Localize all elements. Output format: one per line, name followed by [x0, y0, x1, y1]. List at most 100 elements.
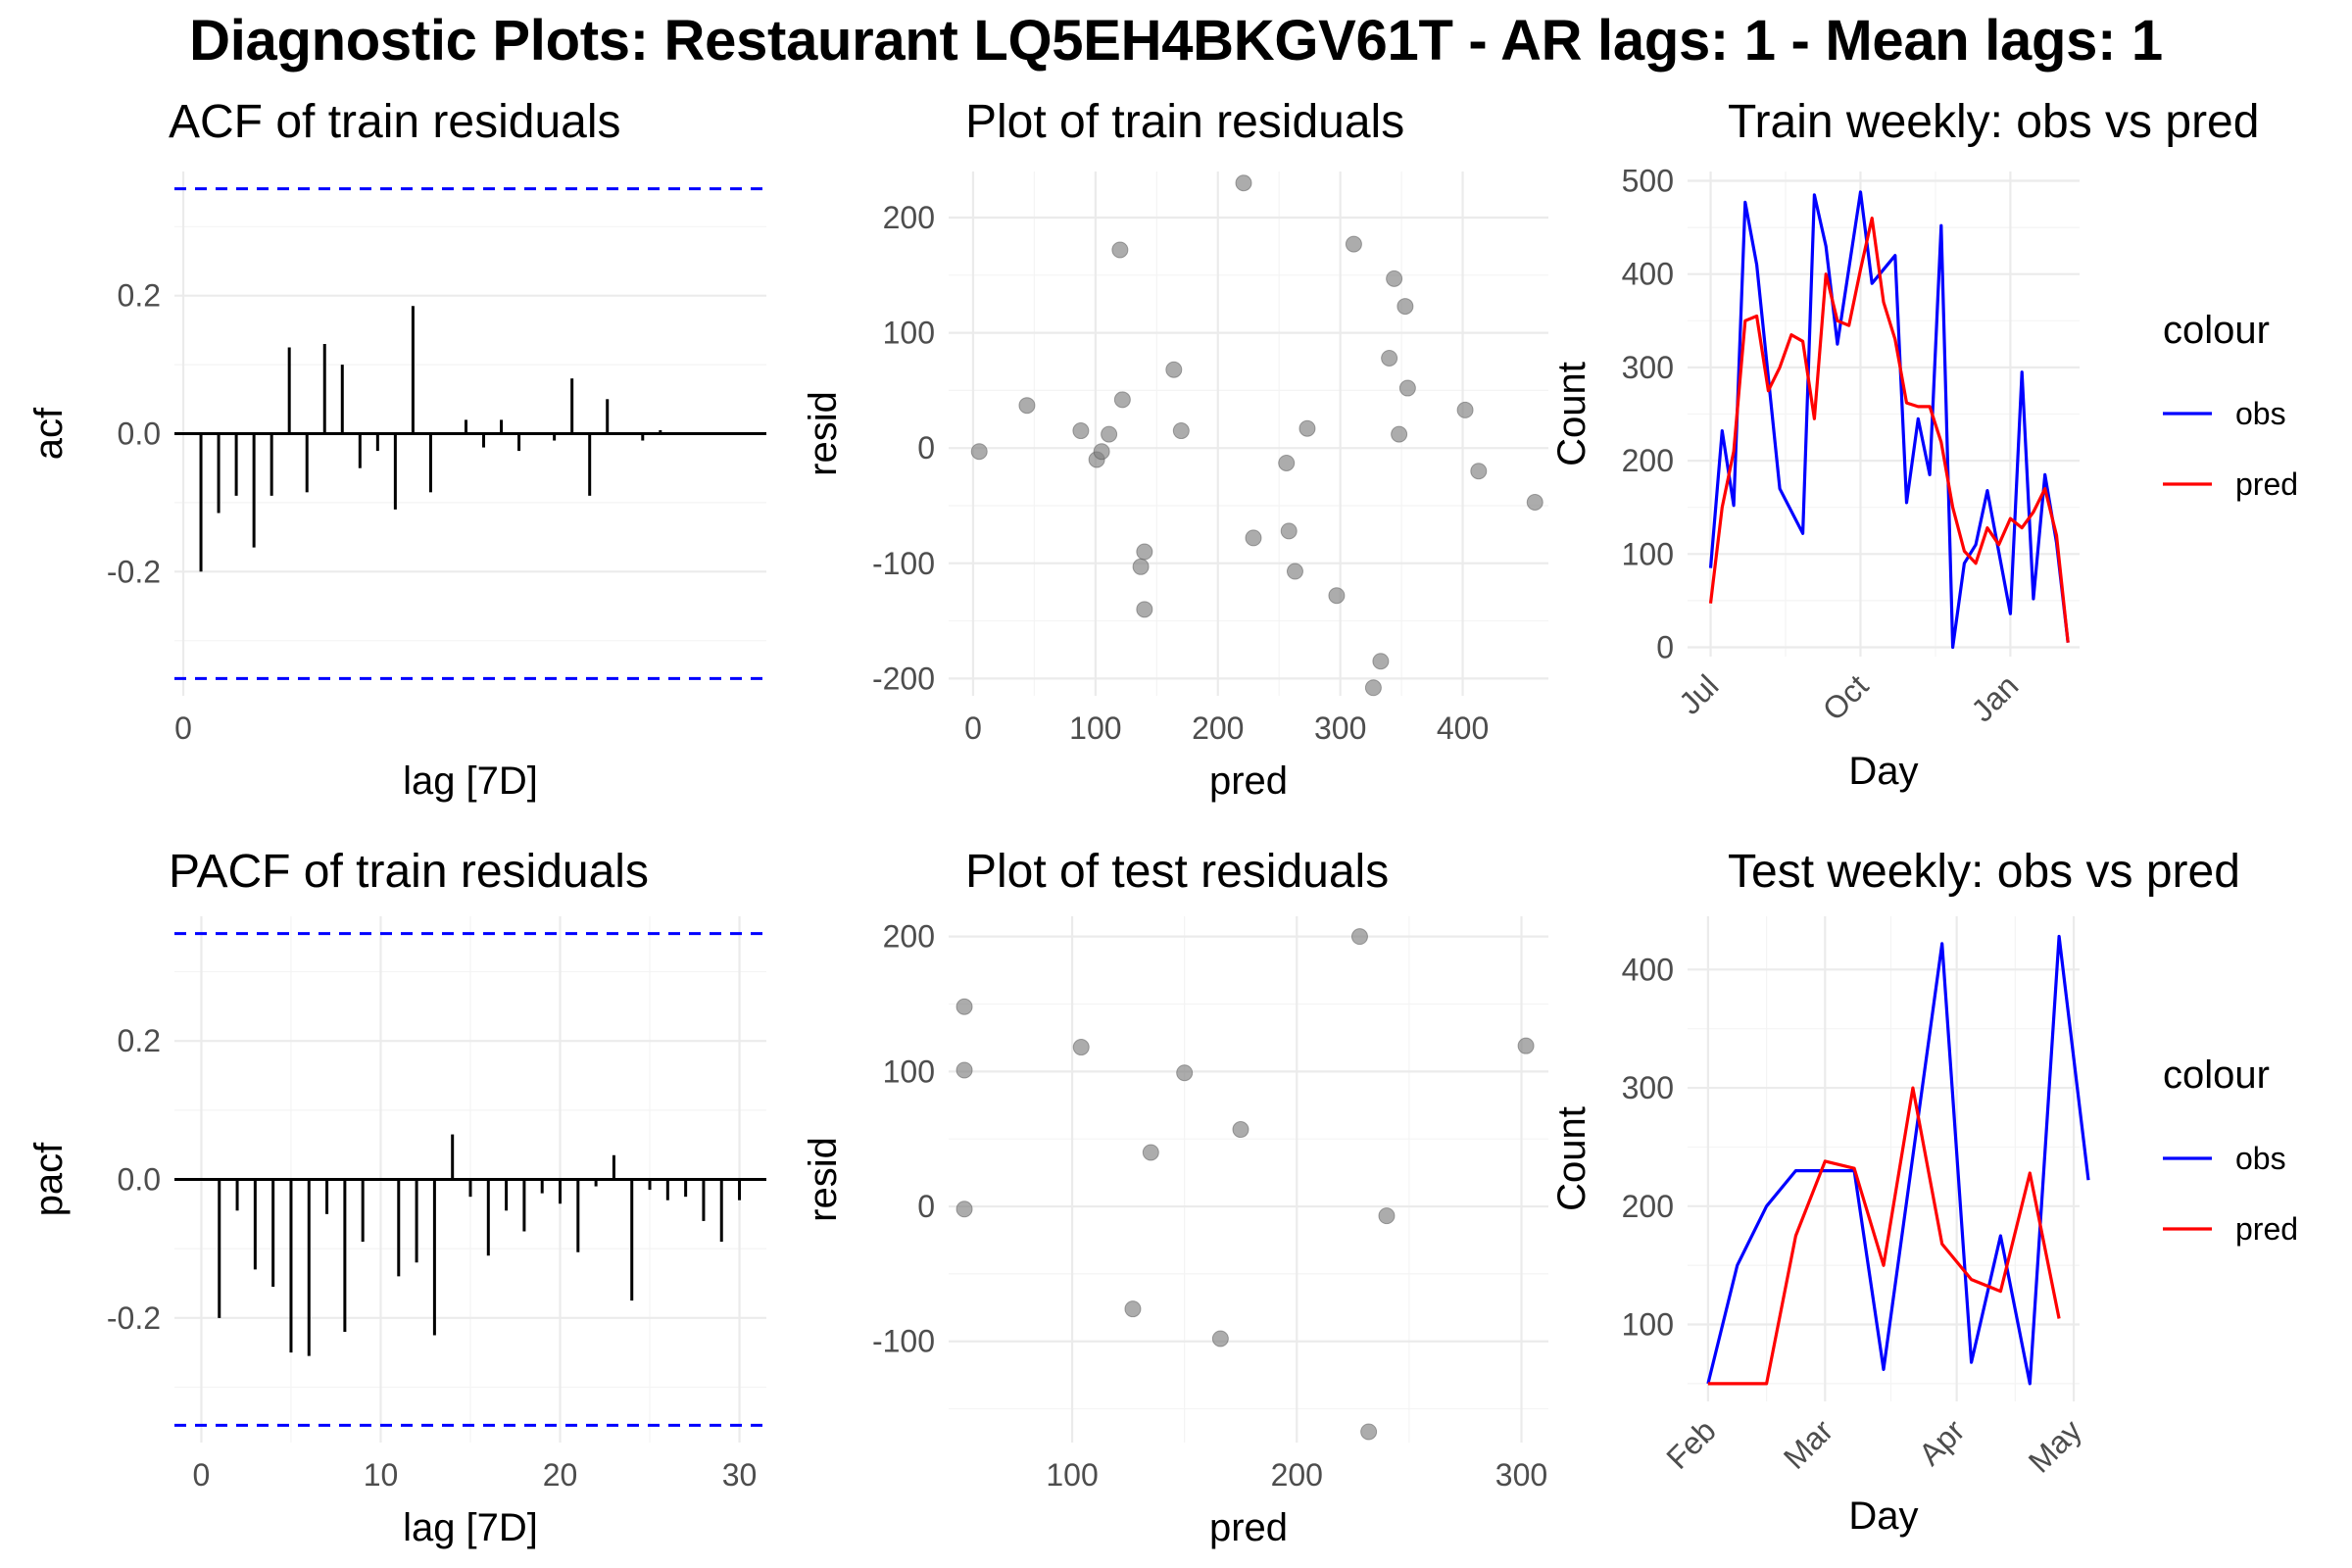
y-tick-label: -100: [872, 1324, 935, 1359]
y-axis-label: resid: [802, 1137, 845, 1222]
residual-point: [1093, 443, 1110, 461]
residual-point: [1456, 401, 1474, 418]
residual-point: [1381, 349, 1398, 367]
residual-point: [1298, 419, 1316, 437]
residual-point: [1526, 493, 1544, 511]
residual-point: [1360, 1423, 1378, 1441]
series-line-pred: [1707, 1086, 2061, 1386]
x-axis-label: pred: [1209, 760, 1288, 803]
residual-point: [1142, 1144, 1159, 1161]
panel-pacf: -0.2 0.0 0.2 0 10 20 30 PACF of train residuals…: [27, 846, 766, 1549]
x-tick-label: 100: [1069, 710, 1121, 746]
residual-point: [1386, 270, 1403, 287]
residual-point: [1364, 679, 1382, 697]
residual-point: [1072, 422, 1090, 440]
y-tick-label: 400: [1622, 257, 1674, 292]
panel-title: Plot of test residuals: [965, 846, 1389, 898]
x-tick-label: 300: [1314, 710, 1366, 746]
y-tick-label: 0: [917, 1189, 935, 1224]
residual-point: [1286, 563, 1303, 580]
residual-point: [1136, 601, 1153, 618]
y-tick-label: -200: [872, 661, 935, 696]
x-tick-label: Jul: [1672, 667, 1725, 720]
x-tick-label: Jan: [1964, 667, 2025, 728]
x-tick-label: Feb: [1659, 1412, 1722, 1475]
series-line-obs: [1706, 934, 2090, 1386]
residual-point: [956, 1200, 973, 1218]
residual-point: [1232, 1121, 1250, 1139]
residual-point: [1278, 454, 1296, 471]
legend-label-obs: obs: [2235, 1141, 2286, 1176]
x-tick-label: 10: [364, 1457, 399, 1493]
panel-resid_test: -100 0 100 200 100 200 300 Plot of test residua…: [802, 846, 1548, 1549]
x-tick-label: 0: [174, 710, 192, 746]
residual-point: [1132, 558, 1150, 575]
y-tick-label: 500: [1622, 164, 1674, 199]
y-tick-label: 100: [1622, 536, 1674, 571]
residual-point: [1517, 1037, 1535, 1054]
residual-point: [1111, 241, 1129, 259]
residual-point: [1211, 1330, 1229, 1348]
x-tick-label: 30: [722, 1457, 758, 1493]
x-tick-label: Apr: [1912, 1412, 1972, 1472]
x-tick-label: Oct: [1816, 667, 1876, 727]
residual-point: [1245, 529, 1262, 547]
panel-title: PACF of train residuals: [169, 846, 649, 898]
panel-test_weekly: 100 200 300 400 Feb Mar Apr May Test weekly: obs…: [1550, 846, 2298, 1538]
x-tick-label: 200: [1271, 1457, 1323, 1493]
x-tick-label: 400: [1437, 710, 1489, 746]
y-tick-label: 200: [883, 200, 935, 235]
legend-title: colour: [2163, 1054, 2270, 1097]
y-tick-label: 0.0: [118, 416, 161, 452]
series-line-pred: [1708, 217, 2070, 643]
series-line-obs: [1708, 190, 2070, 650]
residual-point: [1372, 653, 1390, 670]
residual-point: [1396, 298, 1414, 316]
residual-point: [1165, 361, 1183, 378]
panel-train_weekly: 0 100 200 300 400 500 Jul Oct Jan Train weekly: o…: [1550, 96, 2298, 793]
panel-title: Test weekly: obs vs pred: [1728, 846, 2240, 898]
y-axis-label: Count: [1550, 1106, 1593, 1211]
x-tick-label: 0: [193, 1457, 211, 1493]
y-tick-label: 400: [1622, 952, 1674, 987]
residual-point: [1345, 235, 1362, 253]
y-tick-label: -0.2: [107, 1300, 161, 1336]
residual-point: [1350, 928, 1368, 946]
residual-point: [956, 998, 973, 1015]
panel-resid_train: -200 -100 0 100 200 0 100 200 300 400 Plot of trai…: [802, 96, 1548, 803]
y-tick-label: 100: [1622, 1307, 1674, 1343]
y-tick-label: 200: [1622, 1189, 1674, 1224]
y-tick-label: 0: [1656, 629, 1674, 664]
y-tick-label: 300: [1622, 350, 1674, 385]
panel-acf: -0.2 0.0 0.2 0 ACF of train residuals lag [7D…: [27, 96, 766, 803]
y-tick-label: 0.0: [118, 1162, 161, 1198]
x-axis-label: lag [7D]: [403, 1506, 538, 1549]
x-tick-label: 200: [1192, 710, 1244, 746]
residual-point: [1398, 379, 1416, 397]
y-tick-label: -100: [872, 546, 935, 581]
legend-label-pred: pred: [2235, 466, 2298, 502]
residual-point: [1235, 174, 1252, 192]
residual-point: [1172, 422, 1190, 440]
residual-point: [1072, 1039, 1090, 1056]
y-axis-label: pacf: [27, 1142, 71, 1216]
y-tick-label: 0.2: [118, 1023, 161, 1058]
legend-title: colour: [2163, 309, 2270, 352]
residual-point: [1124, 1300, 1142, 1318]
residual-point: [1470, 463, 1488, 480]
x-tick-label: 20: [543, 1457, 578, 1493]
y-tick-label: 200: [883, 919, 935, 955]
y-tick-label: 100: [883, 316, 935, 351]
x-axis-label: Day: [1848, 750, 1918, 793]
x-tick-label: 100: [1046, 1457, 1098, 1493]
x-tick-label: May: [2022, 1412, 2088, 1479]
residual-point: [1328, 587, 1346, 605]
residual-point: [1176, 1064, 1194, 1082]
legend-label-obs: obs: [2235, 396, 2286, 431]
x-axis-label: lag [7D]: [403, 760, 538, 803]
x-axis-label: pred: [1209, 1506, 1288, 1549]
residual-point: [970, 443, 988, 461]
residual-point: [1391, 425, 1408, 443]
x-tick-label: Mar: [1777, 1412, 1840, 1476]
